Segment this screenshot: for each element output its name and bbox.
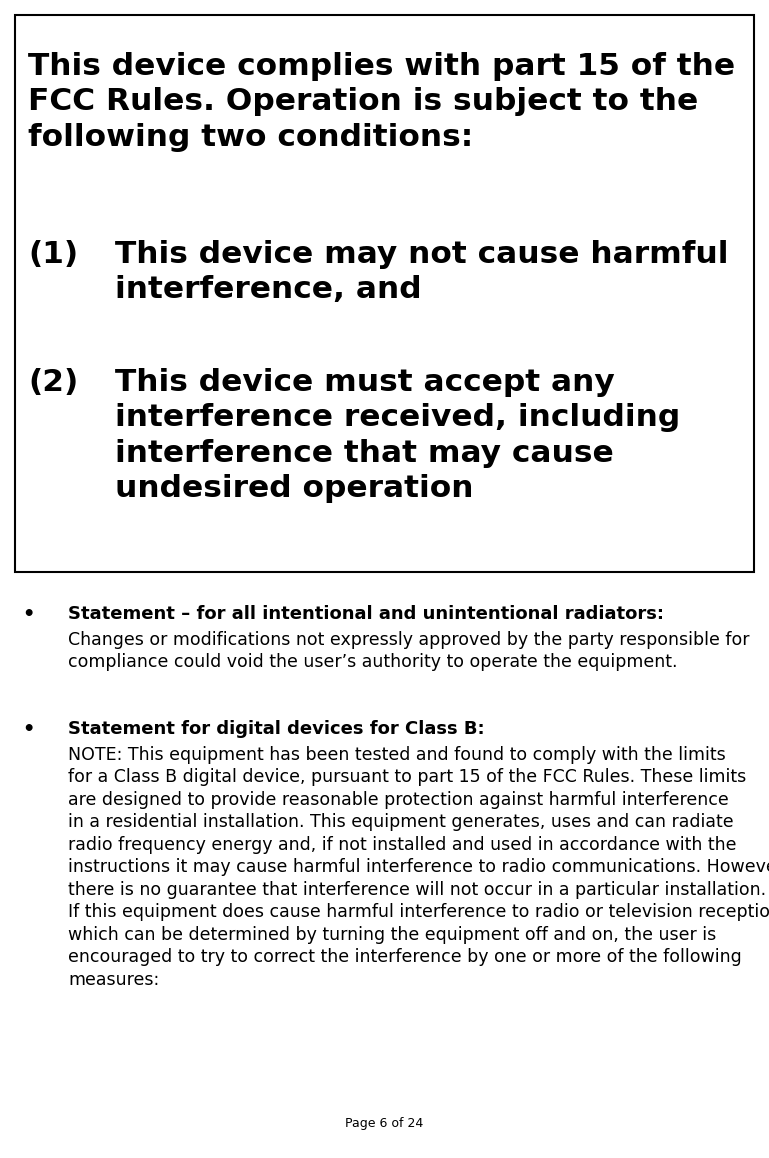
Text: Statement for digital devices for Class B:: Statement for digital devices for Class … (68, 720, 484, 738)
Bar (15, 15, 754, 572)
Text: This device may not cause harmful
interference, and: This device may not cause harmful interf… (115, 240, 728, 305)
Text: This device complies with part 15 of the
FCC Rules. Operation is subject to the
: This device complies with part 15 of the… (28, 52, 735, 152)
Text: •: • (22, 604, 35, 624)
Text: NOTE: This equipment has been tested and found to comply with the limits
for a C: NOTE: This equipment has been tested and… (68, 746, 769, 989)
Text: •: • (22, 720, 35, 739)
Text: Statement – for all intentional and unintentional radiators:: Statement – for all intentional and unin… (68, 604, 664, 623)
Text: Page 6 of 24: Page 6 of 24 (345, 1117, 424, 1130)
Text: (1): (1) (28, 240, 78, 269)
Text: This device must accept any
interference received, including
interference that m: This device must accept any interference… (115, 368, 681, 504)
Text: (2): (2) (28, 368, 78, 397)
Text: Changes or modifications not expressly approved by the party responsible for
com: Changes or modifications not expressly a… (68, 631, 750, 672)
